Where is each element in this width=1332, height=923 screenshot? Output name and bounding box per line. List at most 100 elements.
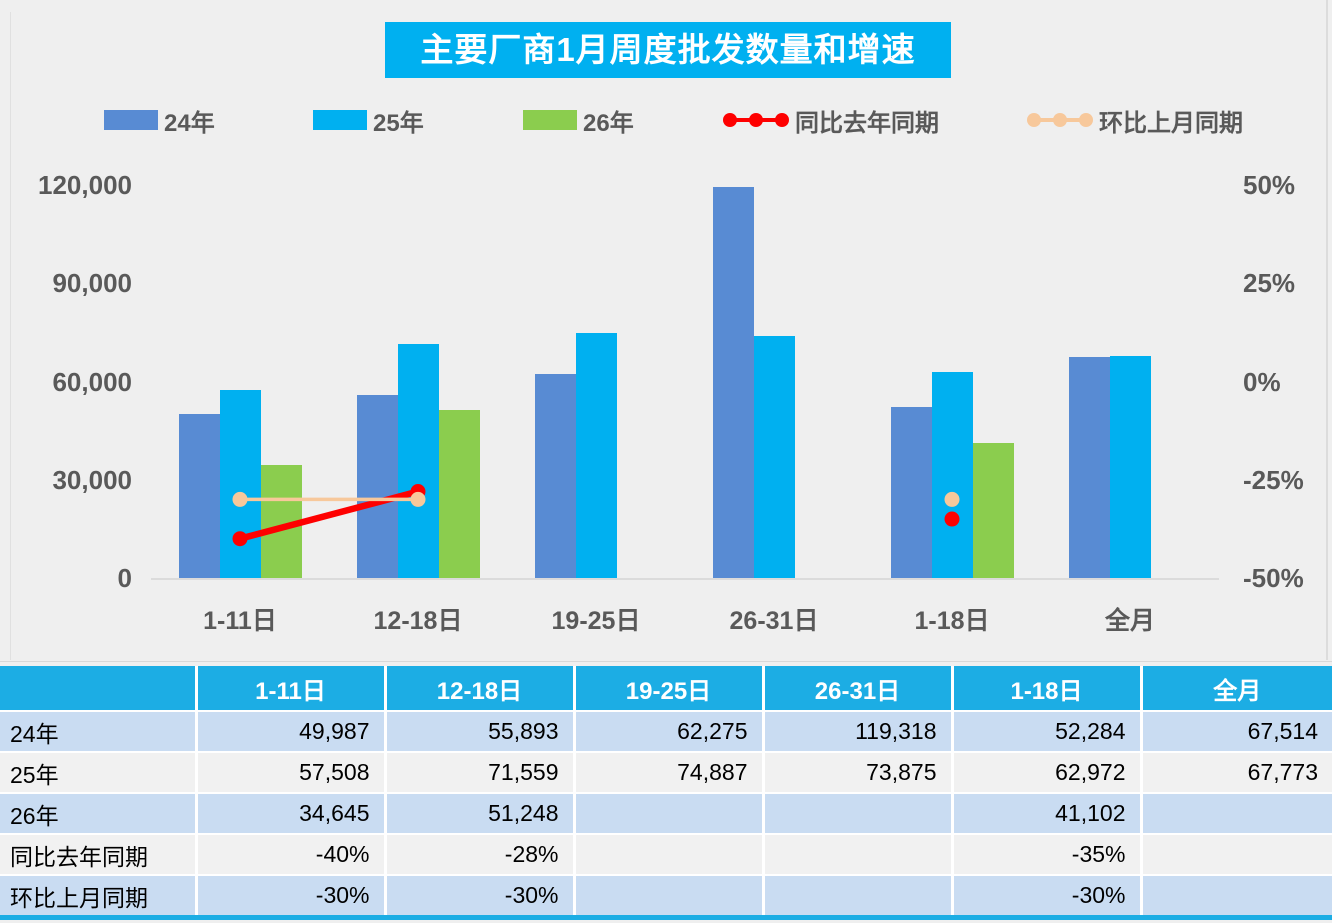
legend-label: 同比去年同期 (795, 109, 939, 137)
table-cell: 71,559 (385, 751, 576, 793)
table-cell: 73,875 (763, 751, 954, 793)
legend-label: 26年 (583, 109, 634, 137)
point-环比上月同期-12-18日 (410, 491, 426, 507)
data-table-section: 1-11日 12-18日 19-25日 26-31日 1-18日 全月 24年 49,987… (0, 666, 1332, 920)
table-cell: 67,773 (1141, 751, 1332, 793)
bar-24年-12-18日 (356, 394, 398, 578)
table-cell (574, 792, 765, 834)
bar-25年-1-18日 (931, 371, 973, 578)
chart-frame-right-line (1326, 0, 1328, 660)
table-cell: -30% (952, 874, 1143, 915)
bar-25年-26-31日 (753, 336, 795, 578)
table-row: 同比去年同期 -40% -28% -35% (0, 833, 1332, 875)
table-cell (763, 874, 954, 915)
legend-swatch-icon (523, 110, 577, 130)
table-cell: 67,514 (1141, 710, 1332, 752)
table-cell: 57,508 (196, 751, 387, 793)
line-series-layer (232, 484, 960, 547)
x-label-26-31日: 26-31日 (729, 607, 819, 635)
data-table: 1-11日 12-18日 19-25日 26-31日 1-18日 全月 24年 49,987… (0, 666, 1332, 915)
point-环比上月同期-1-11日 (232, 491, 248, 507)
table-cell (1141, 874, 1332, 915)
table-cell: -35% (952, 833, 1143, 875)
x-label-19-25日: 19-25日 (551, 607, 641, 635)
table-cell: -28% (385, 833, 576, 875)
table-cell: -30% (196, 874, 387, 915)
table-cell: 52,284 (952, 710, 1143, 752)
table-cell (763, 833, 954, 875)
table-header-cell: 1-18日 (952, 666, 1143, 711)
table-cell (1141, 833, 1332, 875)
table-row: 环比上月同期 -30% -30% -30% (0, 874, 1332, 915)
table-cell: -40% (196, 833, 387, 875)
legend-item-26年: 26年 (523, 102, 634, 138)
bar-25年-19-25日 (575, 332, 617, 578)
point-同比去年同期-1-18日 (944, 511, 960, 527)
point-环比上月同期-1-18日 (944, 491, 960, 507)
table-cell: 74,887 (574, 751, 765, 793)
right-axis-tick: 50% (1243, 170, 1296, 200)
left-axis-tick: 30,000 (52, 464, 132, 495)
table-cell: 55,893 (385, 710, 576, 752)
table-top-divider (0, 661, 1332, 662)
right-axis-tick: -50% (1243, 563, 1304, 593)
page-title: 主要厂商1月周度批发数量和增速 (385, 22, 951, 78)
legend-line-marker-icon (723, 113, 789, 127)
bar-25年-全月 (1109, 356, 1151, 578)
table-header-cell: 全月 (1141, 666, 1332, 711)
chart-frame-left-line (10, 12, 11, 660)
table-cell (574, 874, 765, 915)
table-cell: 34,645 (196, 792, 387, 834)
left-axis-tick: 60,000 (52, 366, 132, 397)
chart-legend: 24年 25年 26年 同比去年同期 环比上月同期 (0, 102, 1332, 138)
table-cell: 51,248 (385, 792, 576, 834)
plot-area (151, 185, 1219, 580)
table-header-cell: 12-18日 (385, 666, 576, 711)
row-label: 26年 (0, 792, 198, 834)
right-axis-tick: 25% (1243, 268, 1296, 299)
table-bottom-border (0, 915, 1332, 920)
table-cell: 49,987 (196, 710, 387, 752)
table-header-cell: 1-11日 (196, 666, 387, 711)
table-cell: 41,102 (952, 792, 1143, 834)
table-header-cell: 19-25日 (574, 666, 765, 711)
left-axis-tick: 90,000 (52, 268, 132, 299)
table-cell: 62,275 (574, 710, 765, 752)
table-row: 24年 49,987 55,893 62,275 119,318 52,284 67,514 (0, 710, 1332, 752)
legend-swatch-icon (313, 110, 367, 130)
legend-label: 24年 (164, 109, 215, 137)
left-axis-tick: 0 (117, 563, 132, 593)
table-cell: 119,318 (763, 710, 954, 752)
legend-swatch-icon (104, 110, 158, 130)
row-label: 同比去年同期 (0, 833, 198, 875)
row-label: 24年 (0, 710, 198, 752)
table-cell (574, 833, 765, 875)
bar-25年-12-18日 (397, 343, 439, 578)
legend-item-环比上月同期: 环比上月同期 (1027, 102, 1243, 138)
x-label-全月: 全月 (1104, 607, 1155, 635)
right-axis-tick: 0% (1243, 366, 1281, 397)
x-label-1-11日: 1-11日 (203, 607, 277, 635)
legend-item-同比去年同期: 同比去年同期 (723, 102, 939, 138)
bar-26年-1-18日 (972, 443, 1014, 578)
legend-line-marker-icon (1027, 113, 1093, 127)
row-label: 环比上月同期 (0, 874, 198, 915)
table-header-cell (0, 666, 198, 711)
bar-24年-26-31日 (712, 187, 754, 578)
legend-label: 环比上月同期 (1099, 109, 1243, 137)
row-label: 25年 (0, 751, 198, 793)
bar-24年-1-11日 (178, 414, 220, 578)
table-cell: -30% (385, 874, 576, 915)
table-cell: 62,972 (952, 751, 1143, 793)
bar-24年-19-25日 (534, 374, 576, 578)
bar-24年-全月 (1068, 356, 1110, 578)
table-header-cell: 26-31日 (763, 666, 954, 711)
table-row: 25年 57,508 71,559 74,887 73,875 62,972 67,773 (0, 751, 1332, 793)
bar-26年-12-18日 (438, 410, 480, 578)
table-cell (763, 792, 954, 834)
bar-24年-1-18日 (890, 406, 932, 578)
point-同比去年同期-1-11日 (232, 531, 248, 547)
legend-item-25年: 25年 (313, 102, 424, 138)
legend-item-24年: 24年 (104, 102, 215, 138)
